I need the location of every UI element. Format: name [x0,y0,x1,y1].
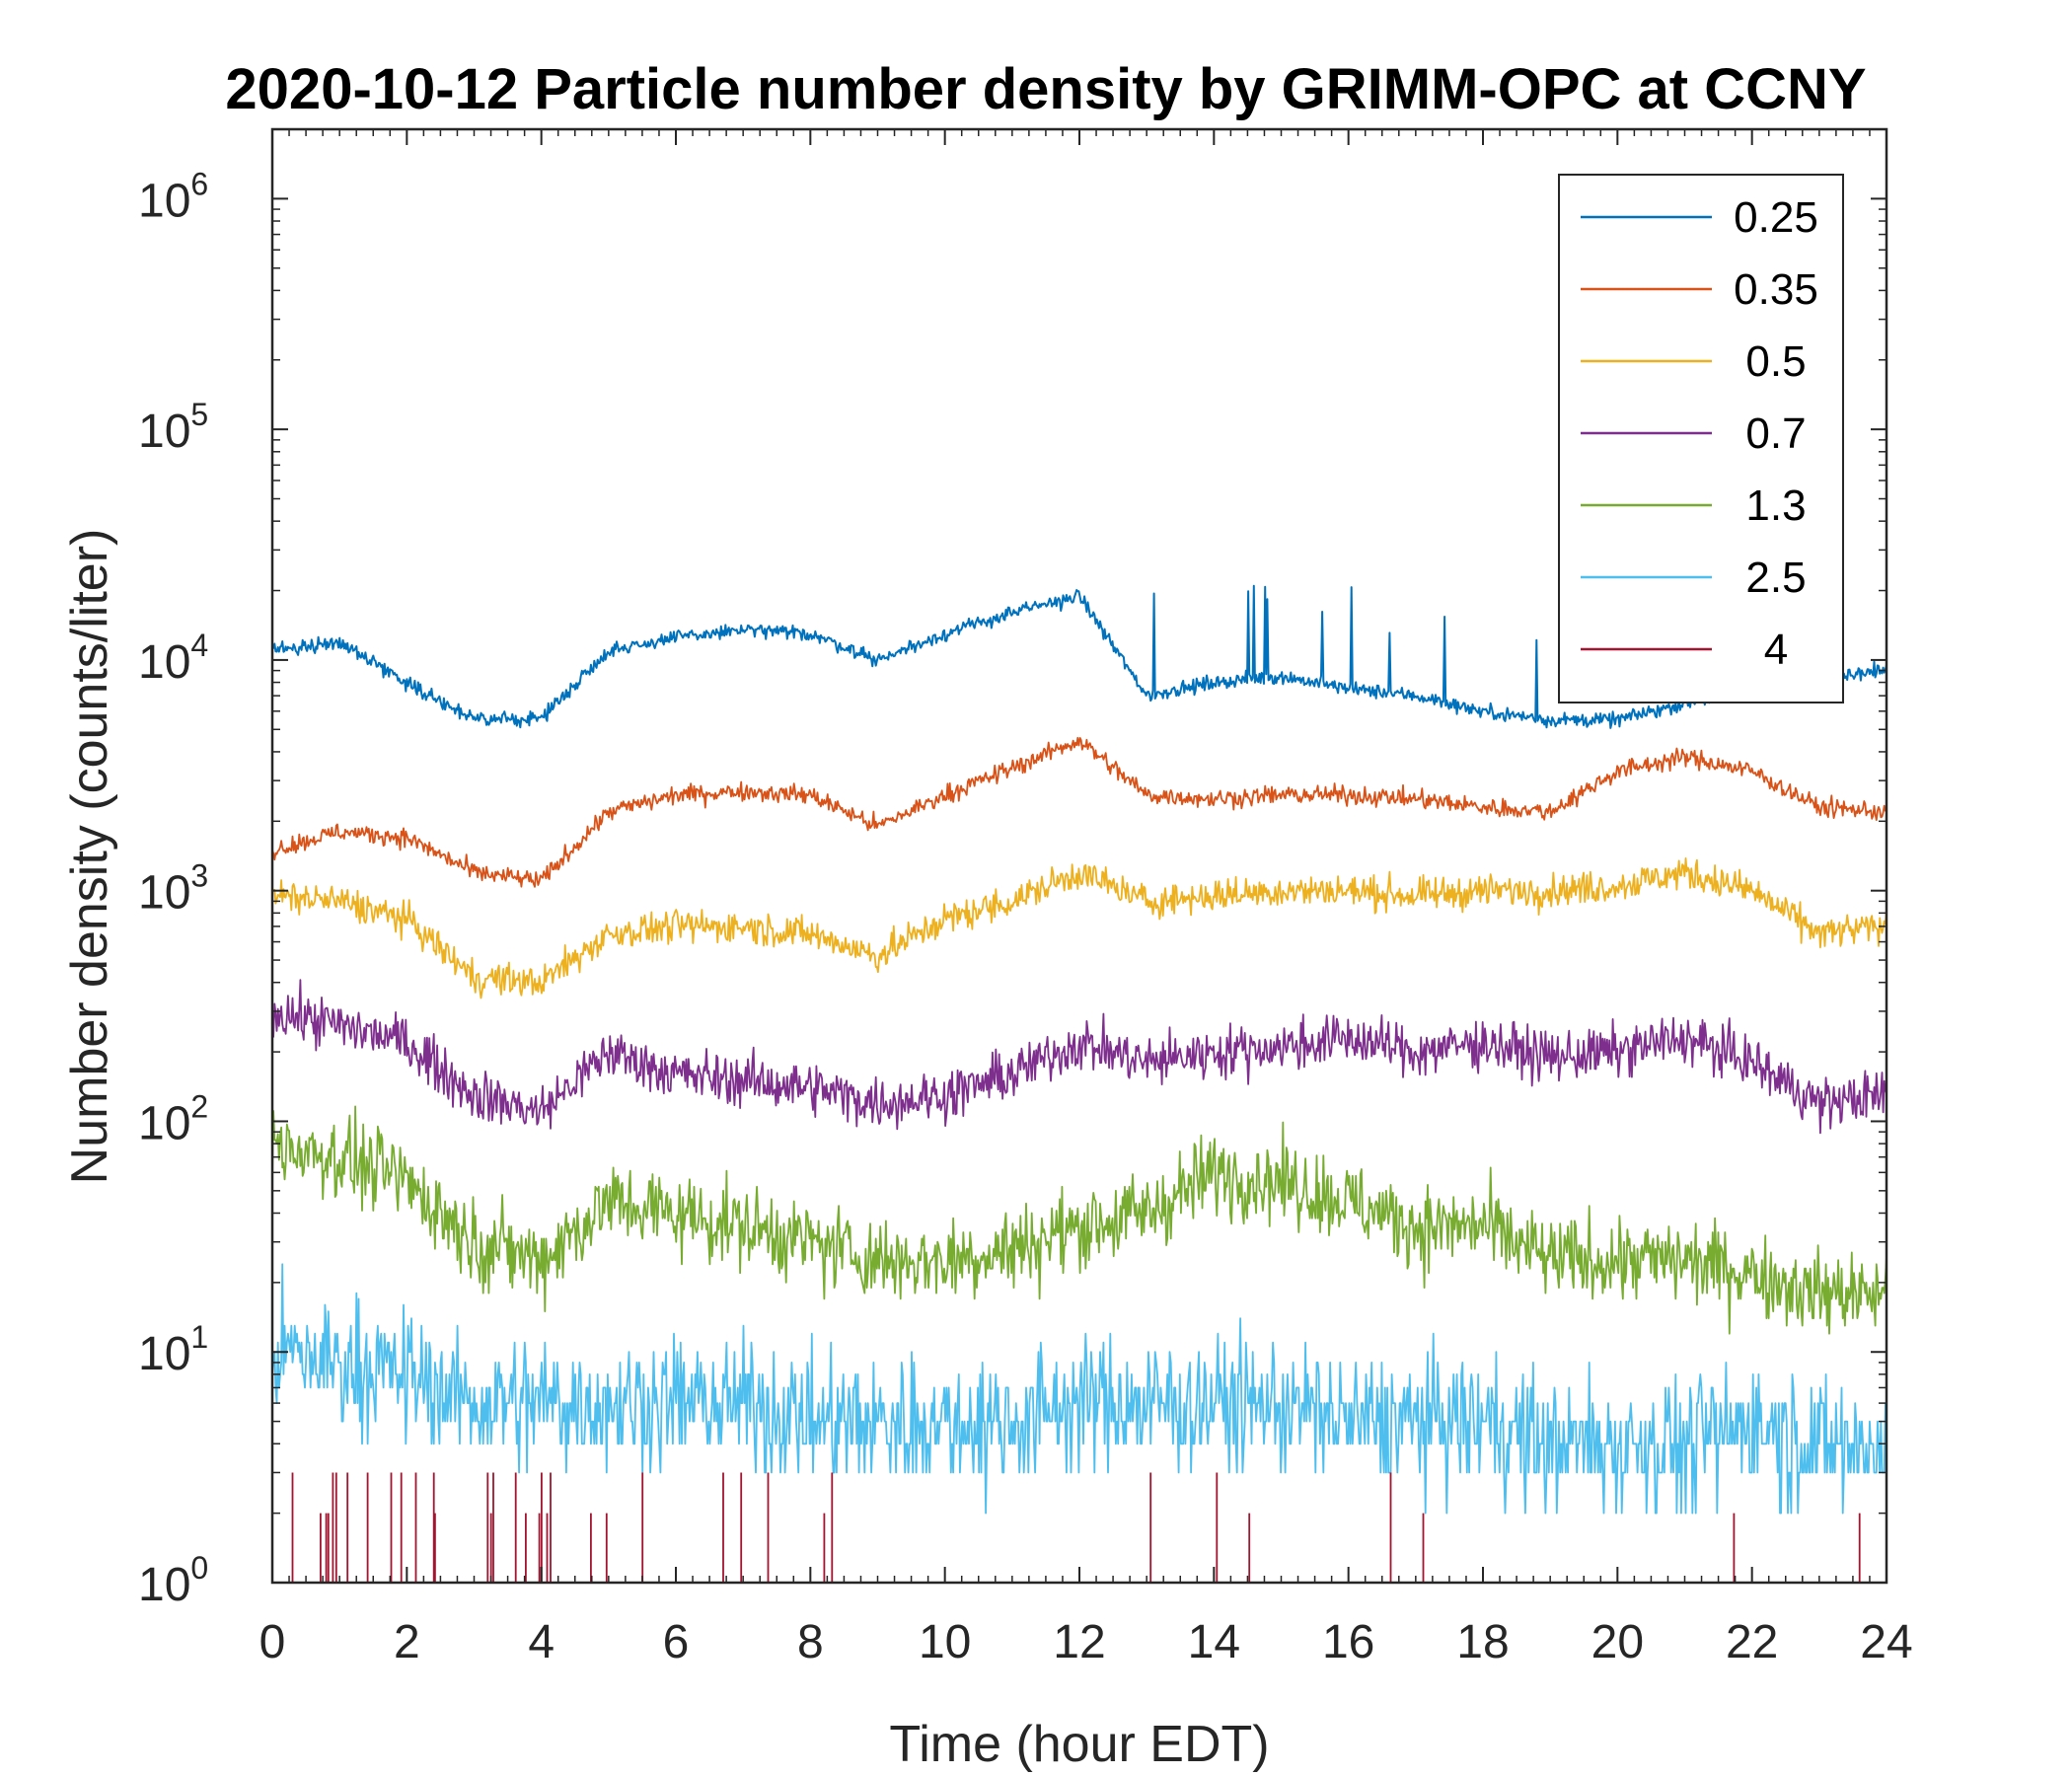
series-0.25 [271,584,1887,729]
series-line [271,979,1887,1135]
x-tick-label: 24 [1860,1616,1912,1668]
legend-label: 0.35 [1734,265,1818,314]
x-tick-label: 0 [259,1616,286,1668]
y-tick-label: 100 [138,1550,208,1611]
legend-entry: 0.35 [1581,265,1818,314]
legend: 0.25 0.35 0.5 0.7 1.3 2.5 4 [1558,174,1844,703]
ticks-layer: 0 2 4 6 8 10 12 14 16 18 20 22 241001011021031041051… [138,128,1913,1668]
series-4 [272,1472,1887,1584]
y-tick-label: 104 [138,628,208,689]
x-tick-label: 6 [663,1616,690,1668]
y-tick-label: 101 [138,1319,208,1380]
y-axis-label: Number density (counts/liter) [61,529,118,1185]
legend-label: 4 [1764,626,1788,674]
x-tick-label: 14 [1188,1616,1240,1668]
series-0.35 [271,736,1887,888]
x-tick-label: 22 [1726,1616,1778,1668]
legend-label: 1.3 [1745,481,1806,530]
series-layer [271,584,1887,1584]
series-2.5 [271,1263,1887,1515]
x-tick-label: 12 [1053,1616,1105,1668]
y-tick-label: 105 [138,397,208,458]
y-tick-label: 106 [138,166,208,227]
legend-entry: 0.5 [1581,337,1807,386]
legend-entry: 2.5 [1581,554,1807,602]
x-axis-label: Time (hour EDT) [889,1716,1269,1773]
y-tick-label: 103 [138,858,208,920]
series-line [271,857,1887,999]
x-tick-label: 20 [1591,1616,1644,1668]
legend-entry: 1.3 [1581,481,1807,530]
series-1.3 [271,1105,1887,1335]
series-line [271,736,1887,888]
chart-title: 2020-10-12 Particle number density by GR… [225,57,1866,121]
x-tick-label: 18 [1456,1616,1509,1668]
legend-label: 0.5 [1745,337,1806,386]
series-line [271,584,1887,729]
legend-label: 0.25 [1734,193,1818,242]
series-0.5 [271,857,1887,999]
legend-entry: 4 [1581,626,1788,674]
legend-entry: 0.25 [1581,193,1818,242]
series-line [271,1263,1887,1515]
series-line [271,1105,1887,1335]
x-tick-label: 10 [919,1616,971,1668]
x-tick-label: 2 [394,1616,420,1668]
x-tick-label: 16 [1322,1616,1374,1668]
legend-entries: 0.25 0.35 0.5 0.7 1.3 2.5 4 [1581,193,1818,674]
legend-label: 0.7 [1745,409,1806,458]
x-tick-label: 4 [528,1616,555,1668]
x-tick-label: 8 [797,1616,824,1668]
series-line [272,1472,1887,1584]
legend-box [1558,174,1844,703]
series-0.7 [271,979,1887,1135]
y-tick-label: 102 [138,1088,208,1149]
legend-entry: 0.7 [1581,409,1807,458]
legend-label: 2.5 [1745,554,1806,602]
